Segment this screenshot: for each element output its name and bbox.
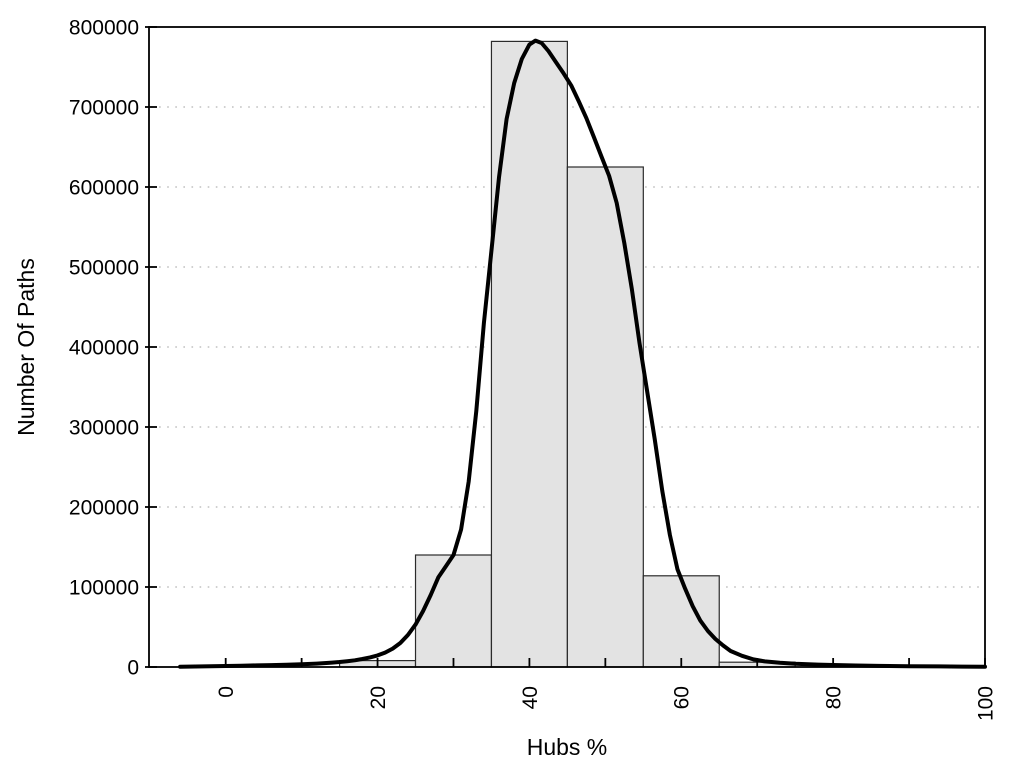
y-tick-label: 800000 — [69, 16, 139, 39]
y-tick-label: 200000 — [69, 496, 139, 519]
x-tick-label: 80 — [822, 686, 845, 709]
x-tick-label: 60 — [671, 686, 694, 709]
x-tick-label: 20 — [367, 686, 390, 709]
y-tick-label: 500000 — [69, 256, 139, 279]
x-tick-label: 0 — [215, 686, 238, 698]
x-tick-label: 100 — [974, 686, 997, 721]
y-tick-label: 400000 — [69, 336, 139, 359]
x-axis-title: Hubs % — [527, 734, 608, 760]
histogram-bar — [566, 166, 644, 668]
y-axis-title: Number Of Paths — [13, 258, 39, 436]
y-tick-label: 0 — [127, 656, 139, 679]
x-tick-label: 40 — [519, 686, 542, 709]
y-tick-label: 300000 — [69, 416, 139, 439]
density-curve — [178, 38, 987, 669]
histogram-bar — [642, 575, 720, 668]
y-tick-label: 700000 — [69, 96, 139, 119]
y-tick-label: 100000 — [69, 576, 139, 599]
y-tick-label: 600000 — [69, 176, 139, 199]
histogram-bar — [414, 554, 493, 668]
plot-layer: 0 20 40 60 80 100 0 100000 200000 300000 400000 500… — [69, 16, 997, 721]
